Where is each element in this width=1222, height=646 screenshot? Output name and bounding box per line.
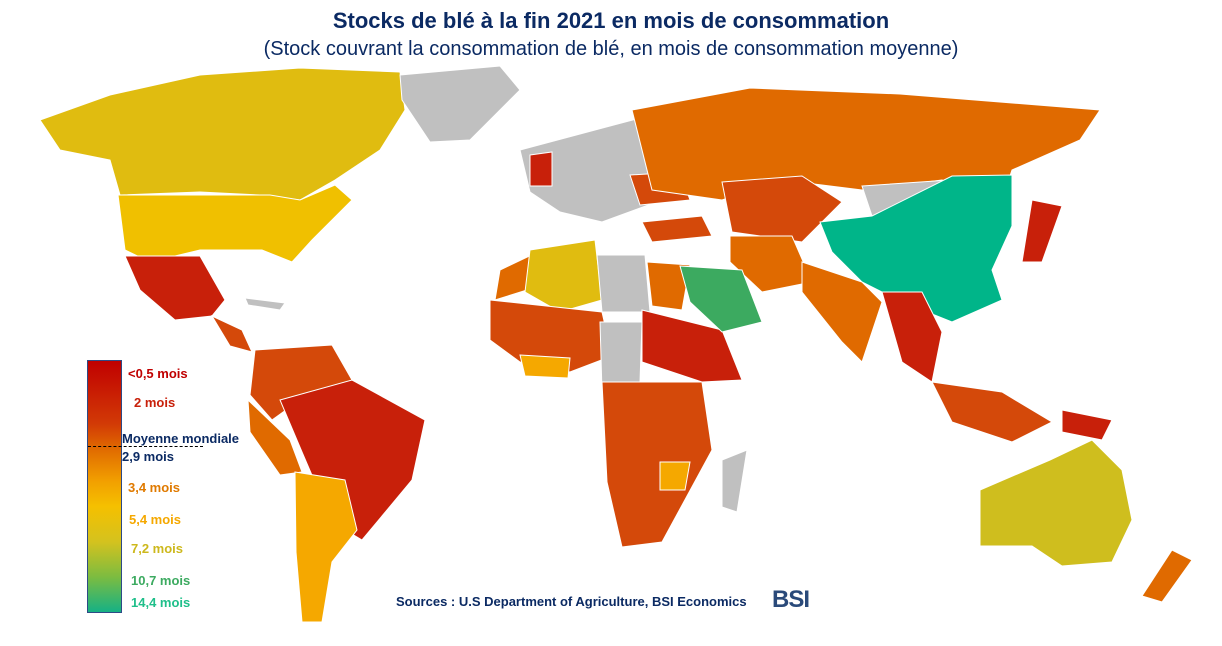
new-zealand [1141,549,1193,603]
sudan-ethiopia [641,309,743,383]
cuba [244,297,286,311]
southern-africa [601,381,713,548]
logo-text: BSI [772,586,810,613]
japan [1021,199,1063,263]
legend-label: 10,7 mois [131,573,191,588]
europe [519,87,1101,223]
africa [489,239,748,548]
southeast-asia [881,291,943,383]
russia [631,87,1101,201]
peru-bolivia [247,398,303,476]
india [801,261,883,363]
legend-label: 5,4 mois [129,512,182,527]
brazil [279,379,426,541]
chart-subtitle: (Stock couvrant la consommation de blé, … [263,38,959,60]
legend-label: <0,5 mois [128,366,188,381]
united-kingdom [529,151,553,187]
saudi-arabia [679,265,763,333]
south-america [247,344,426,623]
legend-label: 2 mois [134,395,176,410]
greenland [399,65,521,143]
central-america [210,314,253,353]
chart-title: Stocks de blé à la fin 2021 en mois de c… [332,8,890,33]
legend-label: 7,2 mois [131,541,184,556]
australia [979,439,1133,567]
china [819,174,1013,323]
algeria [524,239,603,313]
madagascar [721,449,748,513]
west-africa [489,299,613,373]
egypt [646,261,691,311]
oceania [979,439,1193,603]
indonesia [931,381,1054,443]
argentina-chile [294,471,358,623]
canada [39,67,406,201]
libya [596,254,651,313]
legend-label: 14,4 mois [131,595,191,610]
legend-label: 3,4 mois [128,480,181,495]
nigeria [519,354,571,379]
source-note: Sources : U.S Department of Agriculture,… [396,594,747,609]
legend-color-scale [87,360,122,613]
mexico [124,255,226,321]
legend-label-world-average: Moyenne mondiale [122,431,240,446]
north-america [39,65,521,353]
world-average-line [88,446,203,447]
turkey [641,215,713,243]
asia [641,174,1113,443]
bsi-logo: BSI [772,586,810,614]
zimbabwe [659,461,691,491]
iran [729,235,813,293]
papua-new-guinea [1061,409,1113,441]
legend-label: 2,9 mois [122,449,175,464]
united-states [117,184,353,263]
